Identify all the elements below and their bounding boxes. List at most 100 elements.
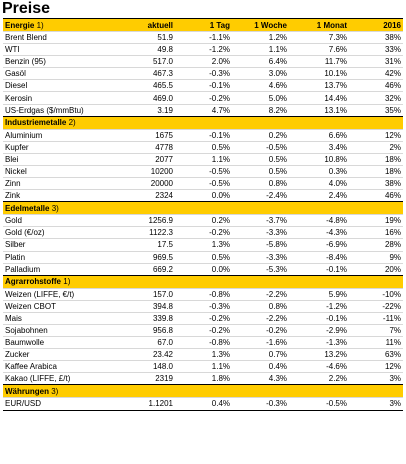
value-cell: 6.6% bbox=[289, 128, 349, 142]
value-cell: 0.5% bbox=[232, 164, 289, 178]
column-header: 1 Woche bbox=[232, 18, 289, 32]
value-cell: 4.3% bbox=[232, 372, 289, 385]
value-cell: 42% bbox=[349, 67, 403, 80]
column-header bbox=[349, 274, 403, 289]
value-cell: -2.2% bbox=[232, 311, 289, 325]
value-cell: -0.3% bbox=[175, 299, 232, 313]
value-cell: 13.7% bbox=[289, 79, 349, 92]
value-cell: 3% bbox=[349, 372, 403, 385]
value-cell: 1.3% bbox=[175, 348, 232, 361]
value-cell: 33% bbox=[349, 43, 403, 56]
value-cell: 2319 bbox=[115, 372, 175, 385]
commodity-name: Zucker bbox=[3, 348, 115, 361]
commodity-name: Kaffee Arabica bbox=[3, 360, 115, 373]
column-header bbox=[175, 115, 232, 130]
value-cell: -4.6% bbox=[289, 360, 349, 373]
value-cell: 13.2% bbox=[289, 348, 349, 361]
commodity-name: Diesel bbox=[3, 79, 115, 92]
column-header bbox=[289, 274, 349, 289]
value-cell: 31% bbox=[349, 55, 403, 68]
commodity-name: Weizen CBOT bbox=[3, 299, 115, 313]
table-row: Zinn 20000 -0.5% 0.8% 4.0% 38% bbox=[3, 177, 403, 190]
prices-table-body: Energie 1) aktuell 1 Tag 1 Woche 1 Monat 2016… bbox=[3, 18, 403, 411]
column-header bbox=[232, 384, 289, 398]
value-cell: -2.4% bbox=[232, 189, 289, 202]
value-cell: 1675 bbox=[115, 128, 175, 142]
value-cell: -3.3% bbox=[232, 250, 289, 264]
table-row: Silber 17.5 1.3% -5.8% -6.9% 28% bbox=[3, 238, 403, 251]
table-row: Zink 2324 0.0% -2.4% 2.4% 46% bbox=[3, 189, 403, 202]
value-cell: 49.8 bbox=[115, 43, 175, 56]
value-cell: 2324 bbox=[115, 189, 175, 202]
table-row: US-Erdgas ($/mmBtu) 3.19 4.7% 8.2% 13.1% 35% bbox=[3, 103, 403, 117]
table-row: Kakao (LIFFE, £/t) 2319 1.8% 4.3% 2.2% 3% bbox=[3, 372, 403, 385]
value-cell: 11.7% bbox=[289, 55, 349, 68]
commodity-name: Nickel bbox=[3, 164, 115, 178]
table-row: Kerosin 469.0 -0.2% 5.0% 14.4% 32% bbox=[3, 91, 403, 105]
value-cell: 46% bbox=[349, 189, 403, 202]
commodity-name: Silber bbox=[3, 238, 115, 251]
commodity-name: Palladium bbox=[3, 262, 115, 276]
column-header: aktuell bbox=[115, 18, 175, 32]
commodity-name: Aluminium bbox=[3, 128, 115, 142]
group-name-cell: Edelmetalle 3) bbox=[3, 201, 115, 215]
table-row: Brent Blend 51.9 -1.1% 1.2% 7.3% 38% bbox=[3, 30, 403, 44]
value-cell: 0.8% bbox=[232, 299, 289, 313]
value-cell: -0.5% bbox=[232, 140, 289, 154]
commodity-name: Weizen (LIFFE, €/t) bbox=[3, 287, 115, 301]
value-cell: -0.1% bbox=[289, 311, 349, 325]
value-cell: -0.3% bbox=[175, 67, 232, 80]
value-cell: 7% bbox=[349, 323, 403, 337]
value-cell: 0.4% bbox=[232, 360, 289, 373]
commodity-name: Kerosin bbox=[3, 91, 115, 105]
value-cell: 16% bbox=[349, 226, 403, 239]
value-cell: 18% bbox=[349, 164, 403, 178]
table-row: Sojabohnen 956.8 -0.2% -0.2% -2.9% 7% bbox=[3, 323, 403, 337]
value-cell: 67.0 bbox=[115, 336, 175, 349]
value-cell: 1.1% bbox=[175, 152, 232, 166]
value-cell: 12% bbox=[349, 128, 403, 142]
value-cell: 6.4% bbox=[232, 55, 289, 68]
value-cell: -0.8% bbox=[175, 336, 232, 349]
group-header: Agrarrohstoffe 1) bbox=[3, 274, 403, 289]
table-row: EUR/USD 1.1201 0.4% -0.3% -0.5% 3% bbox=[3, 397, 403, 411]
table-row: Kaffee Arabica 148.0 1.1% 0.4% -4.6% 12% bbox=[3, 360, 403, 373]
group-header: Industriemetalle 2) bbox=[3, 115, 403, 130]
value-cell: 7.6% bbox=[289, 43, 349, 56]
value-cell: -0.5% bbox=[289, 397, 349, 411]
column-header bbox=[289, 384, 349, 398]
value-cell: 4.7% bbox=[175, 103, 232, 117]
value-cell: -11% bbox=[349, 311, 403, 325]
commodity-name: Kakao (LIFFE, £/t) bbox=[3, 372, 115, 385]
commodity-name: Gold (€/oz) bbox=[3, 226, 115, 239]
commodity-name: Gold bbox=[3, 214, 115, 227]
table-row: Weizen (LIFFE, €/t) 157.0 -0.8% -2.2% 5.9% -1… bbox=[3, 287, 403, 301]
value-cell: -4.3% bbox=[289, 226, 349, 239]
value-cell: 0.0% bbox=[175, 262, 232, 276]
value-cell: -0.1% bbox=[289, 262, 349, 276]
value-cell: -3.3% bbox=[232, 226, 289, 239]
table-row: Blei 2077 1.1% 0.5% 10.8% 18% bbox=[3, 152, 403, 166]
value-cell: 7.3% bbox=[289, 30, 349, 44]
column-header bbox=[115, 115, 175, 130]
value-cell: 0.5% bbox=[175, 140, 232, 154]
value-cell: 2.4% bbox=[289, 189, 349, 202]
table-row: Gasöl 467.3 -0.3% 3.0% 10.1% 42% bbox=[3, 67, 403, 80]
group-footnote: 2) bbox=[68, 118, 76, 128]
column-header bbox=[175, 274, 232, 289]
value-cell: 1.3% bbox=[175, 238, 232, 251]
value-cell: 3.4% bbox=[289, 140, 349, 154]
group-name-cell: Agrarrohstoffe 1) bbox=[3, 274, 115, 289]
value-cell: 23.42 bbox=[115, 348, 175, 361]
value-cell: -1.6% bbox=[232, 336, 289, 349]
value-cell: 9% bbox=[349, 250, 403, 264]
value-cell: 38% bbox=[349, 30, 403, 44]
value-cell: 1.1% bbox=[232, 43, 289, 56]
value-cell: -0.8% bbox=[175, 287, 232, 301]
value-cell: -0.2% bbox=[175, 311, 232, 325]
value-cell: -6.9% bbox=[289, 238, 349, 251]
value-cell: 157.0 bbox=[115, 287, 175, 301]
value-cell: -10% bbox=[349, 287, 403, 301]
group-name: Industriemetalle bbox=[5, 118, 67, 128]
value-cell: 469.0 bbox=[115, 91, 175, 105]
